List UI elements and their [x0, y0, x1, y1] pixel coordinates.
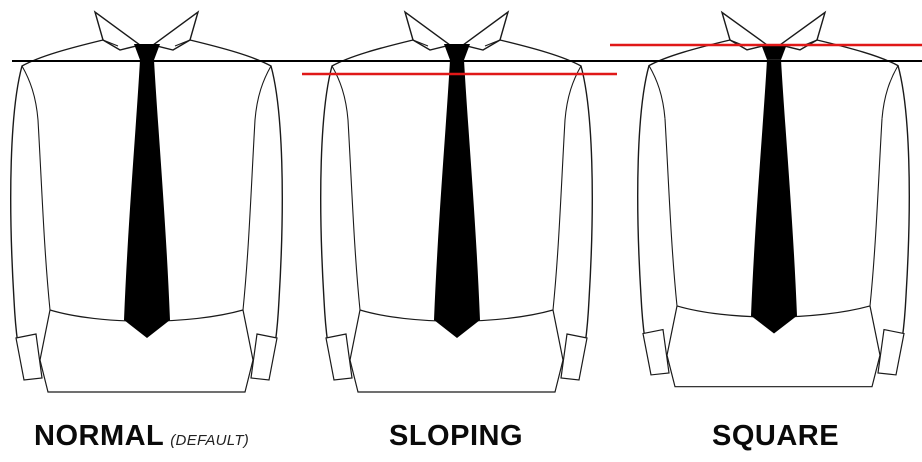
shirt-square	[637, 11, 910, 388]
shirt-sloping	[320, 11, 593, 393]
caption-normal: NORMAL (DEFAULT)	[34, 418, 249, 459]
caption-square-label: SQUARE	[712, 420, 840, 452]
caption-sloping: SLOPING	[389, 418, 523, 454]
caption-sloping-label: SLOPING	[389, 420, 524, 452]
shirt-normal	[10, 11, 283, 393]
caption-normal-note: (DEFAULT)	[170, 432, 250, 449]
caption-normal-label: NORMAL	[34, 420, 165, 452]
caption-square: SQUARE	[712, 418, 839, 454]
